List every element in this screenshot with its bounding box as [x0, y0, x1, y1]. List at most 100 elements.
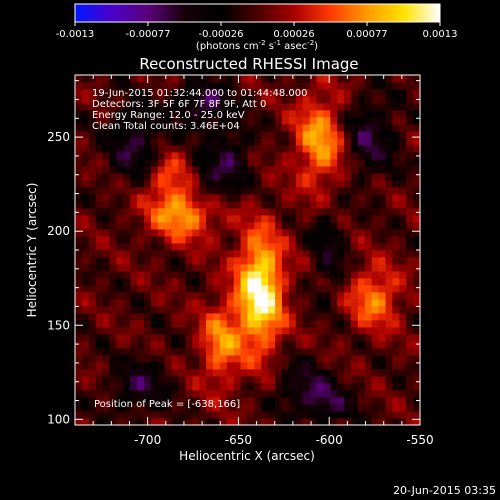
- heatmap-cell: [247, 103, 255, 111]
- heatmap-cell: [254, 264, 262, 272]
- heatmap-cell: [88, 271, 97, 279]
- heatmap-cell: [295, 299, 304, 307]
- heatmap-cell: [171, 103, 179, 111]
- heatmap-cell: [392, 390, 400, 398]
- heatmap-cell: [302, 215, 310, 223]
- heatmap-cell: [233, 306, 241, 314]
- heatmap-cell: [371, 299, 379, 307]
- heatmap-cell: [171, 271, 179, 279]
- heatmap-cell: [206, 208, 214, 216]
- heatmap-cell: [316, 390, 324, 398]
- heatmap-cell: [130, 75, 138, 83]
- heatmap-cell: [288, 362, 297, 370]
- heatmap-cell: [192, 194, 200, 202]
- heatmap-cell: [371, 348, 379, 356]
- heatmap-cell: [116, 166, 124, 174]
- heatmap-cell: [371, 124, 379, 132]
- heatmap-cell: [130, 383, 138, 391]
- heatmap-cell: [123, 404, 131, 412]
- heatmap-cell: [199, 376, 207, 384]
- heatmap-cell: [268, 397, 276, 405]
- heatmap-cell: [364, 355, 373, 363]
- heatmap-cell: [295, 229, 304, 237]
- heatmap-cell: [385, 362, 393, 370]
- heatmap-cell: [406, 299, 414, 307]
- heatmap-cell: [247, 292, 255, 300]
- heatmap-cell: [247, 96, 255, 104]
- heatmap-cell: [109, 208, 117, 216]
- heatmap-cell: [150, 355, 159, 363]
- heatmap-cell: [337, 285, 345, 293]
- heatmap-cell: [199, 411, 207, 419]
- heatmap-cell: [399, 110, 407, 118]
- heatmap-cell: [282, 404, 290, 412]
- x-axis-label: Heliocentric X (arcsec): [179, 449, 315, 463]
- heatmap-cell: [254, 138, 262, 146]
- heatmap-cell: [213, 173, 221, 181]
- heatmap-cell: [157, 348, 166, 356]
- heatmap-cell: [157, 404, 166, 412]
- heatmap-cell: [316, 236, 324, 244]
- heatmap-cell: [323, 313, 331, 321]
- heatmap-cell: [116, 180, 124, 188]
- heatmap-cell: [399, 180, 407, 188]
- heatmap-cell: [247, 159, 255, 167]
- heatmap-cell: [81, 194, 90, 202]
- heatmap-cell: [275, 82, 283, 90]
- heatmap-cell: [226, 138, 235, 146]
- heatmap-cell: [399, 264, 407, 272]
- heatmap-cell: [240, 103, 248, 111]
- heatmap-cell: [282, 299, 290, 307]
- heatmap-cell: [254, 341, 262, 349]
- heatmap-cell: [351, 327, 359, 335]
- heatmap-cell: [357, 306, 366, 314]
- axis-ticks: [74, 75, 421, 425]
- heatmap-cell: [351, 89, 359, 97]
- heatmap-cell: [219, 187, 228, 195]
- heatmap-cell: [254, 376, 262, 384]
- heatmap-cell: [316, 243, 324, 251]
- heatmap-cell: [116, 131, 124, 139]
- heatmap-cell: [109, 355, 117, 363]
- heatmap-cell: [282, 250, 290, 258]
- colorbar: [74, 3, 441, 23]
- heatmap-cell: [268, 313, 276, 321]
- heatmap-cell: [95, 229, 103, 237]
- heatmap-cell: [371, 103, 379, 111]
- heatmap-cell: [309, 278, 317, 286]
- heatmap-cell: [406, 355, 414, 363]
- heatmap-cell: [164, 131, 172, 139]
- heatmap-cell: [240, 404, 248, 412]
- heatmap-cell: [344, 215, 352, 223]
- heatmap-cell: [226, 131, 235, 139]
- heatmap-cell: [157, 236, 166, 244]
- heatmap-cell: [309, 159, 317, 167]
- heatmap-cell: [399, 306, 407, 314]
- heatmap-cell: [288, 229, 297, 237]
- heatmap-cell: [268, 166, 276, 174]
- heatmap-cell: [102, 264, 110, 272]
- heatmap-cell: [130, 103, 138, 111]
- heatmap-cell: [199, 124, 207, 132]
- heatmap-cell: [233, 208, 241, 216]
- heatmap-cell: [75, 369, 83, 377]
- heatmap-cell: [261, 369, 269, 377]
- heatmap-cell: [282, 292, 290, 300]
- heatmap-cell: [288, 236, 297, 244]
- heatmap-cell: [406, 166, 414, 174]
- heatmap-cell: [150, 334, 159, 342]
- heatmap-cell: [344, 82, 352, 90]
- heatmap-cell: [88, 418, 97, 426]
- heatmap-cell: [330, 341, 338, 349]
- heatmap-cell: [75, 292, 83, 300]
- heatmap-cell: [102, 201, 110, 209]
- heatmap-cell: [302, 103, 310, 111]
- heatmap-cell: [351, 103, 359, 111]
- heatmap-cell: [123, 299, 131, 307]
- heatmap-cell: [364, 299, 373, 307]
- heatmap-cell: [406, 257, 414, 265]
- heatmap-cell: [144, 369, 152, 377]
- heatmap-cell: [102, 222, 110, 230]
- heatmap-cell: [378, 313, 386, 321]
- heatmap-cell: [282, 89, 290, 97]
